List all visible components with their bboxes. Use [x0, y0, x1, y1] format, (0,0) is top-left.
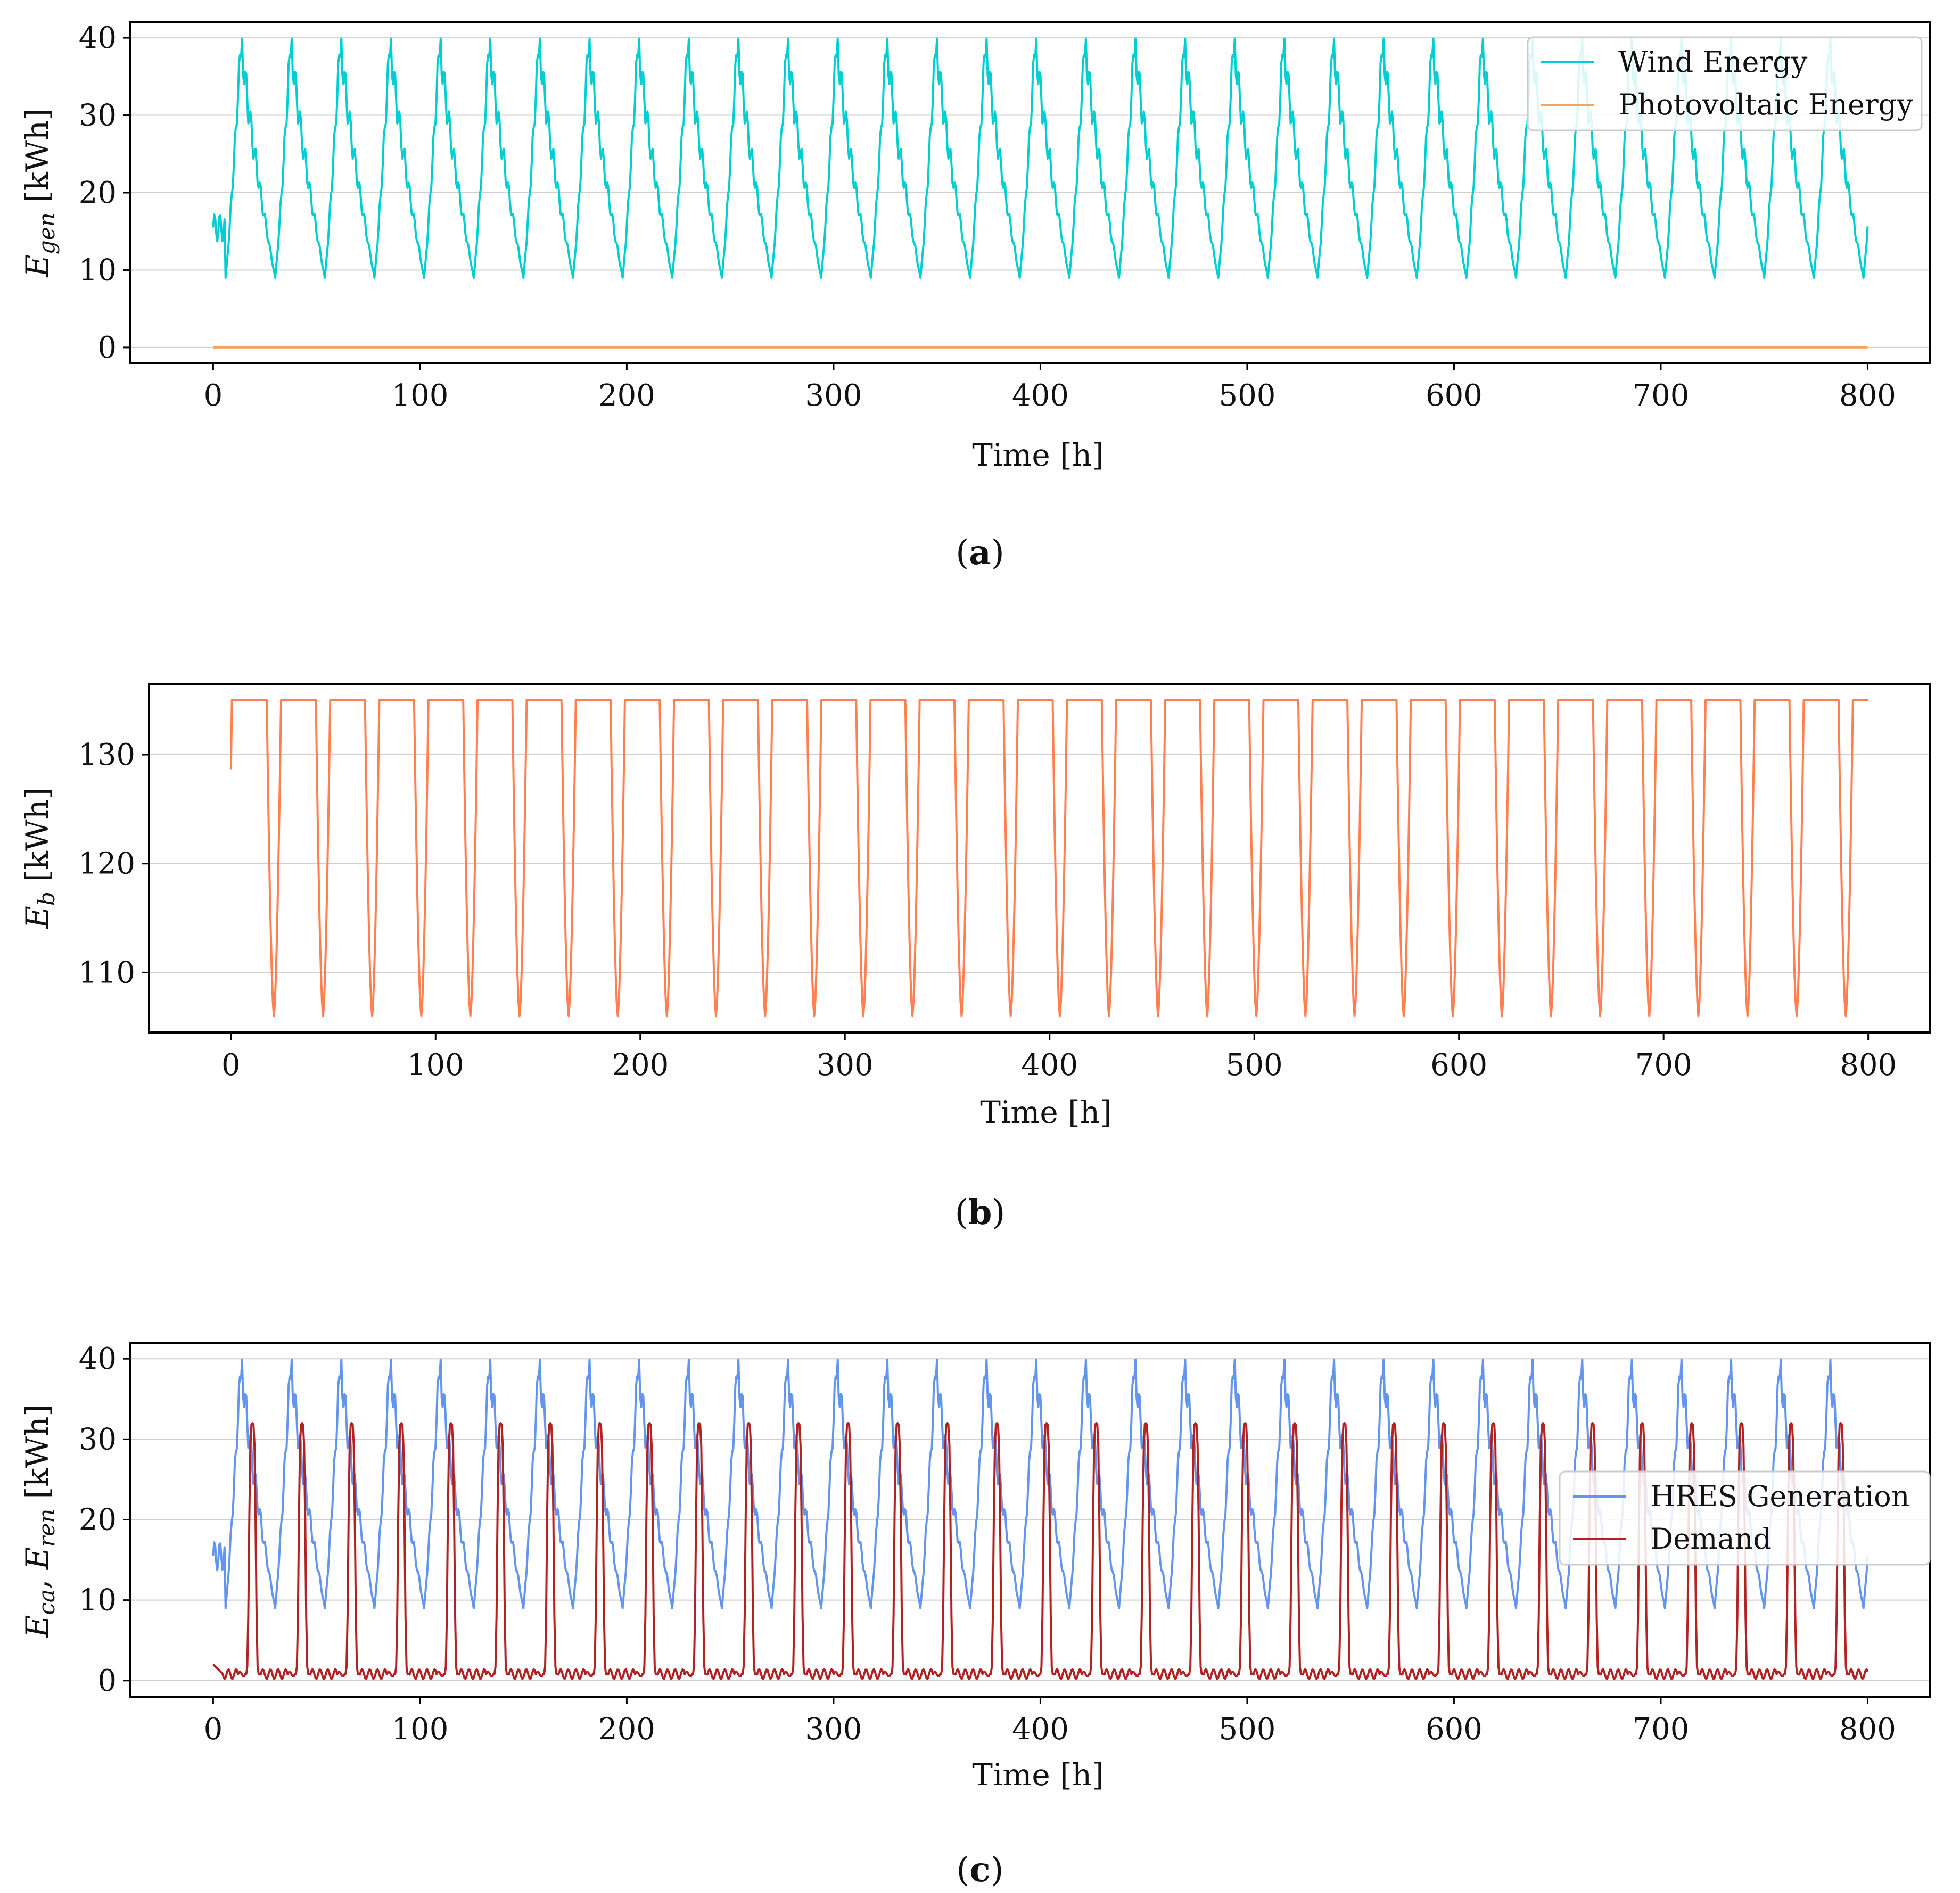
chart-b-x-tick-label-500: 500 [1226, 1048, 1283, 1082]
chart-c-y-axis-label-subscript: ca [34, 1589, 60, 1615]
chart-a-legend-label-wind: Wind Energy [1618, 45, 1808, 79]
chart-b-x-axis-label: Time [h] [980, 1094, 1112, 1130]
chart-c-y-axis-label-subscript-2: ren [34, 1509, 60, 1547]
chart-c-y-tick-label-30: 30 [79, 1422, 117, 1457]
chart-b-y-tick-label-120: 120 [78, 847, 135, 881]
chart-c-x-axis-label: Time [h] [972, 1757, 1104, 1793]
chart-b-series-battery-energy [229, 699, 1868, 1018]
chart-a-y-tick-label-10: 10 [79, 253, 117, 287]
chart-b-x-tick-label-700: 700 [1635, 1048, 1692, 1082]
chart-a: 0 100 200 300 400 500 600 700 800 0 10 20 30 40 Time… [19, 21, 1931, 573]
chart-c-x-tick-label-600: 600 [1426, 1712, 1483, 1747]
chart-c: 0 100 200 300 400 500 600 700 800 0 10 20 30 40 Time… [19, 1342, 1931, 1890]
chart-a-y-tick-label-30: 30 [79, 98, 117, 133]
chart-b-y-tick-label-130: 130 [78, 738, 135, 772]
chart-c-x-tick-label-100: 100 [391, 1712, 448, 1747]
chart-a-y-tick-label-0: 0 [97, 330, 117, 365]
chart-c-legend-label-hres: HRES Generation [1650, 1479, 1909, 1513]
chart-a-legend: Wind Energy Photovoltaic Energy [1527, 36, 1923, 131]
chart-c-y-axis-label-separator: , [19, 1569, 55, 1589]
chart-b-y-axis-label-symbol: E [19, 906, 55, 929]
chart-b-x-tick-label-0: 0 [221, 1048, 241, 1082]
chart-a-legend-label-photovoltaic: Photovoltaic Energy [1618, 88, 1913, 121]
chart-a-x-tick-label-100: 100 [391, 378, 448, 413]
chart-c-y-tick-label-10: 10 [79, 1583, 117, 1618]
chart-b-y-tick-label-110: 110 [78, 955, 135, 990]
chart-a-y-axis-label: Egen [kWh] [19, 109, 60, 278]
chart-b-x-tick-label-400: 400 [1021, 1048, 1078, 1082]
chart-b-y-axis-label: Eb [kWh] [19, 787, 60, 929]
chart-c-caption-letter: c [970, 1850, 991, 1890]
chart-c-legend-label-demand: Demand [1650, 1522, 1772, 1556]
chart-c-y-tick-label-20: 20 [79, 1503, 117, 1537]
chart-c-x-tick-label-500: 500 [1218, 1712, 1275, 1747]
chart-c-y-axis-label-unit: [kWh] [19, 1404, 55, 1509]
chart-a-x-tick-label-600: 600 [1426, 378, 1483, 413]
chart-a-x-tick-label-500: 500 [1218, 378, 1275, 413]
chart-b-x-tick-label-800: 800 [1840, 1048, 1897, 1082]
chart-a-x-tick-label-200: 200 [598, 378, 655, 413]
chart-b-series [229, 699, 1868, 1018]
chart-c-x-tick-label-400: 400 [1012, 1712, 1069, 1747]
chart-a-x-tick-label-0: 0 [204, 378, 223, 413]
chart-c-y-ticks: 0 10 20 30 40 [79, 1342, 130, 1698]
chart-a-y-axis-label-subscript: gen [34, 212, 60, 254]
chart-c-y-axis-label: Eca, Eren [kWh] [19, 1404, 60, 1638]
chart-a-caption-letter: a [969, 533, 991, 573]
chart-c-legend: HRES Generation Demand [1559, 1470, 1931, 1566]
chart-c-legend-box [1559, 1470, 1931, 1566]
chart-b-y-ticks: 110 120 130 [78, 738, 149, 990]
chart-c-y-axis-label-symbol-2: E [19, 1547, 55, 1570]
chart-c-series-hres-generation [212, 1358, 1869, 1609]
chart-c-caption: (c) [957, 1850, 1004, 1890]
chart-a-x-tick-label-800: 800 [1839, 378, 1896, 413]
chart-b-x-ticks: 0 100 200 300 400 500 600 700 800 [221, 1032, 1897, 1082]
chart-b-x-tick-label-100: 100 [407, 1048, 464, 1082]
chart-b-x-tick-label-200: 200 [612, 1048, 669, 1082]
chart-a-x-axis-label: Time [h] [972, 437, 1104, 473]
chart-b: 0 100 200 300 400 500 600 700 800 110 120 130 Time… [19, 683, 1931, 1233]
chart-c-y-tick-label-0: 0 [97, 1664, 117, 1698]
chart-b-x-tick-label-300: 300 [817, 1048, 874, 1082]
chart-c-x-tick-label-0: 0 [204, 1712, 223, 1747]
chart-c-x-tick-label-300: 300 [805, 1712, 862, 1747]
chart-c-y-tick-label-40: 40 [79, 1342, 117, 1376]
chart-a-y-axis-label-unit: [kWh] [19, 109, 55, 213]
chart-a-x-ticks: 0 100 200 300 400 500 600 700 800 [204, 363, 1896, 413]
chart-a-y-tick-label-20: 20 [79, 176, 117, 210]
chart-a-x-tick-label-400: 400 [1012, 378, 1069, 413]
chart-a-x-tick-label-700: 700 [1632, 378, 1689, 413]
chart-b-frame [148, 683, 1931, 1034]
chart-c-x-tick-label-200: 200 [598, 1712, 655, 1747]
chart-b-caption-letter: b [968, 1193, 992, 1233]
chart-c-y-axis-label-symbol: E [19, 1615, 55, 1638]
chart-a-x-tick-label-300: 300 [805, 378, 862, 413]
chart-b-y-axis-label-unit: [kWh] [19, 787, 55, 891]
chart-c-series-demand [212, 1422, 1869, 1680]
chart-a-caption: (a) [956, 533, 1004, 573]
chart-c-x-ticks: 0 100 200 300 400 500 600 700 800 [204, 1697, 1896, 1747]
chart-a-y-tick-label-40: 40 [79, 21, 117, 55]
chart-a-legend-box [1527, 36, 1923, 131]
chart-a-y-axis-label-symbol: E [19, 254, 55, 277]
chart-c-x-tick-label-700: 700 [1632, 1712, 1689, 1747]
chart-b-x-tick-label-600: 600 [1430, 1048, 1487, 1082]
chart-b-y-axis-label-subscript: b [34, 891, 60, 906]
chart-a-y-ticks: 0 10 20 30 40 [79, 21, 130, 365]
chart-c-x-tick-label-800: 800 [1839, 1712, 1896, 1747]
chart-b-gridlines [149, 754, 1930, 973]
chart-c-series [212, 1358, 1869, 1680]
chart-b-caption: (b) [955, 1193, 1006, 1233]
